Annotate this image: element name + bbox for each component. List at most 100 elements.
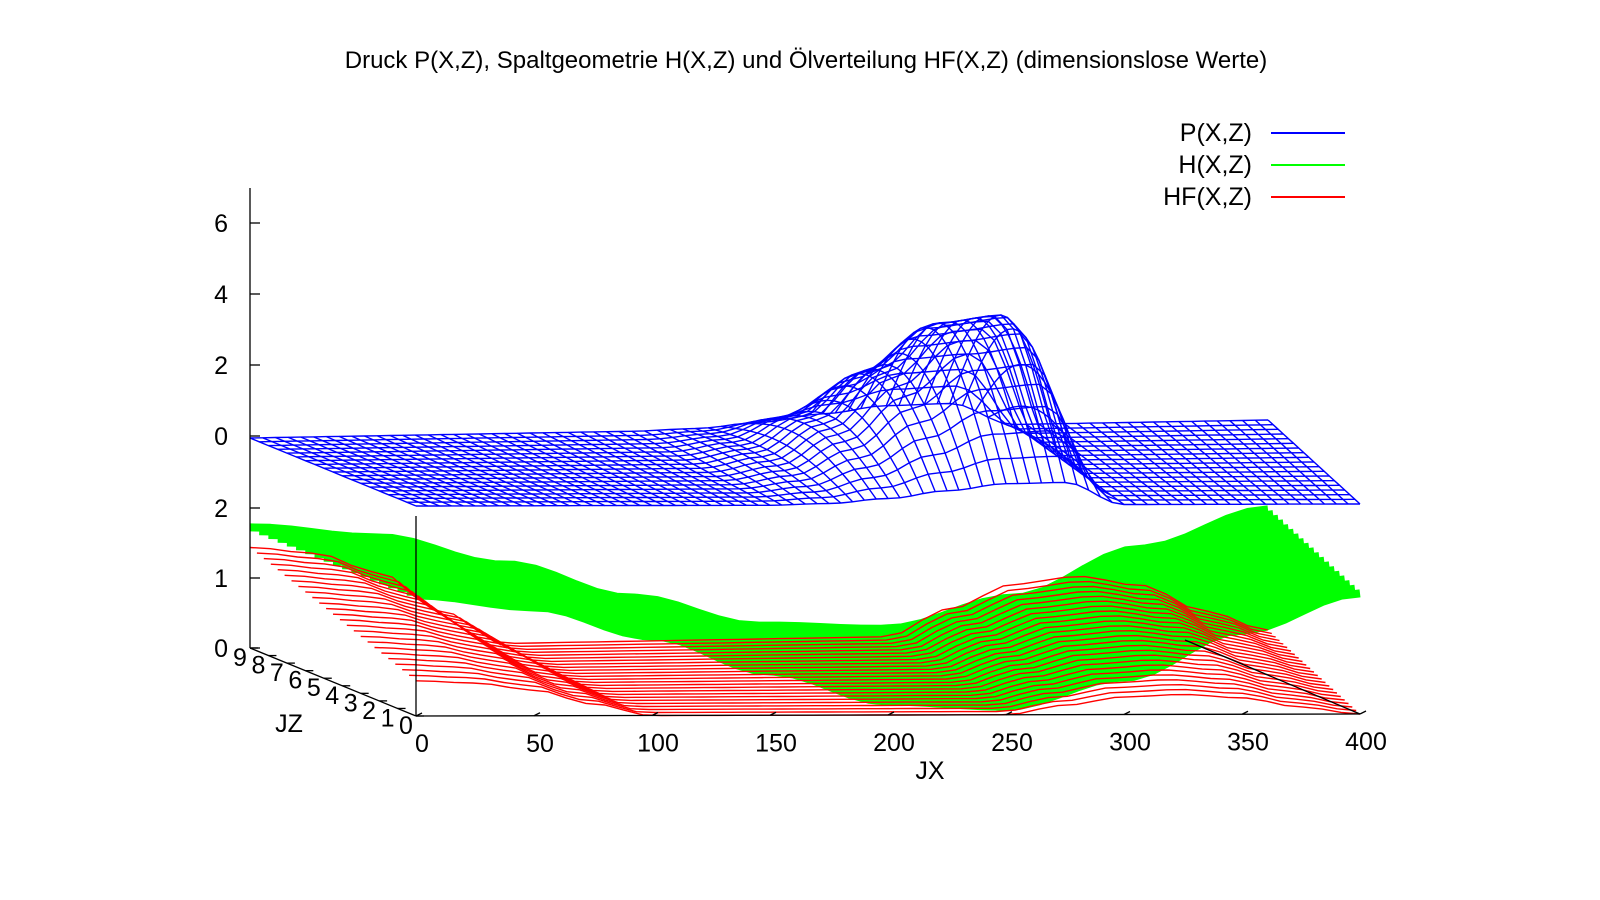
surface-hf-line [388, 657, 1345, 705]
surface-p-line [822, 368, 948, 492]
chart-title: Druck P(X,Z), Spaltgeometrie H(X,Z) und … [345, 47, 1268, 74]
surface-p-line [351, 435, 511, 507]
surface-hf-line [402, 669, 1353, 711]
legend-label-h: H(X,Z) [1178, 151, 1252, 179]
surface-p-line [580, 431, 724, 507]
x-axis-label: JX [915, 757, 945, 785]
surface-p-line [860, 338, 984, 487]
surface-p-line [695, 427, 830, 505]
surface-p-line [1089, 422, 1196, 505]
legend-label-p: P(X,Z) [1180, 119, 1252, 147]
y-tick-label: 0 [214, 635, 228, 663]
surface-p-line [1140, 421, 1243, 505]
surface-p [249, 314, 1361, 507]
x-ticks: 0 50 100 150 200 250 300 350 400 [415, 710, 1387, 758]
surface-p-line [516, 432, 665, 507]
surface-p-line [478, 433, 629, 507]
x-tick-label: 0 [415, 730, 429, 758]
surface-p-line [1267, 419, 1361, 505]
surface-h-line [249, 505, 1269, 633]
surface-p-line [427, 434, 582, 507]
surface-p-line [249, 437, 417, 507]
surface-p-line [1165, 421, 1267, 505]
surface-p-line [631, 430, 771, 506]
surface-p-line [784, 399, 913, 497]
surface-p-line [809, 372, 936, 492]
surface-p-line [1114, 422, 1219, 505]
surface-p-line [1242, 419, 1337, 505]
surface-p-line [618, 430, 759, 506]
surface-p-line [567, 431, 712, 507]
y-tick-label: 6 [214, 210, 228, 238]
surface-p-line [1025, 423, 1137, 506]
y-tick-label: 2 [214, 495, 228, 523]
y-tick-label: 4 [214, 281, 228, 309]
surface-p-line [466, 433, 617, 507]
surface-p-line [1178, 421, 1278, 505]
surface-p-line [326, 435, 488, 507]
x-tick-mark [1359, 710, 1367, 715]
y-tick-label: 0 [214, 423, 228, 451]
surface-p-line [682, 428, 818, 505]
surface-hf-line [353, 630, 1326, 690]
surface-hf-line [339, 619, 1318, 684]
surface-p-line [1254, 419, 1349, 505]
surface-p-line [1191, 420, 1290, 505]
surface-p-line [1063, 423, 1172, 505]
surface-hf-line [249, 546, 1269, 645]
x-tick-mark [651, 711, 659, 717]
surface-p-line [1051, 423, 1160, 505]
surface-hf-line [360, 635, 1330, 693]
surface-hf-line [409, 674, 1357, 714]
y-tick-label: 1 [214, 565, 228, 593]
surface-p-line [300, 436, 464, 507]
surface-hf [249, 546, 1361, 717]
legend-item-h: H(X,Z) [1178, 151, 1345, 179]
x-tick-label: 50 [526, 730, 554, 758]
depth-tick-label: 9 [233, 644, 247, 672]
surface-p-line [529, 432, 676, 507]
depth-tick-label: 0 [399, 712, 413, 740]
depth-tick-label: 6 [288, 667, 302, 695]
surface-hf-line [332, 613, 1315, 681]
surface-p-line [974, 363, 1090, 491]
surface-p-line [605, 431, 747, 506]
surface-p-line [377, 435, 535, 507]
x-tick-label: 200 [873, 729, 915, 757]
surface-hf-line [381, 652, 1341, 702]
surface-p-line [987, 405, 1102, 498]
surface-p-line [402, 434, 558, 507]
x-tick-mark [1005, 711, 1013, 716]
x-tick-label: 400 [1345, 728, 1387, 756]
surface-p-line [720, 425, 854, 503]
depth-tick-label: 5 [307, 674, 321, 702]
surface-p-line [911, 319, 1031, 484]
surface-p-line [275, 436, 440, 507]
surface-p-line [758, 414, 889, 499]
surface-p-line [961, 328, 1078, 485]
x-tick-label: 300 [1109, 729, 1151, 757]
x-tick-label: 250 [991, 729, 1033, 757]
surface-p-line [338, 435, 499, 507]
legend-item-hf: HF(X,Z) [1163, 183, 1345, 211]
surface-p-line [342, 323, 1320, 477]
surface-p-line [259, 385, 1274, 443]
depth-tick-label: 4 [325, 682, 339, 710]
surface-p-line [542, 432, 688, 507]
depth-tick-label: 2 [362, 697, 376, 725]
surface-hf-line [367, 641, 1334, 696]
x-tick-mark [1241, 710, 1249, 715]
surface-p-line [262, 437, 429, 507]
surface-p-line [872, 326, 995, 485]
depth-tick-label: 7 [270, 659, 284, 687]
surface-p-line [707, 427, 842, 504]
legend-label-hf: HF(X,Z) [1163, 183, 1252, 211]
legend-item-p: P(X,Z) [1180, 119, 1345, 147]
surface-p-line [1038, 423, 1149, 506]
surface-p-line [268, 368, 1279, 447]
x-tick-label: 100 [637, 730, 679, 758]
right-edge-line [1184, 639, 1361, 715]
surface-p-line [885, 322, 1007, 484]
surface-p-line [1203, 420, 1302, 505]
surface-p-line [949, 314, 1066, 483]
